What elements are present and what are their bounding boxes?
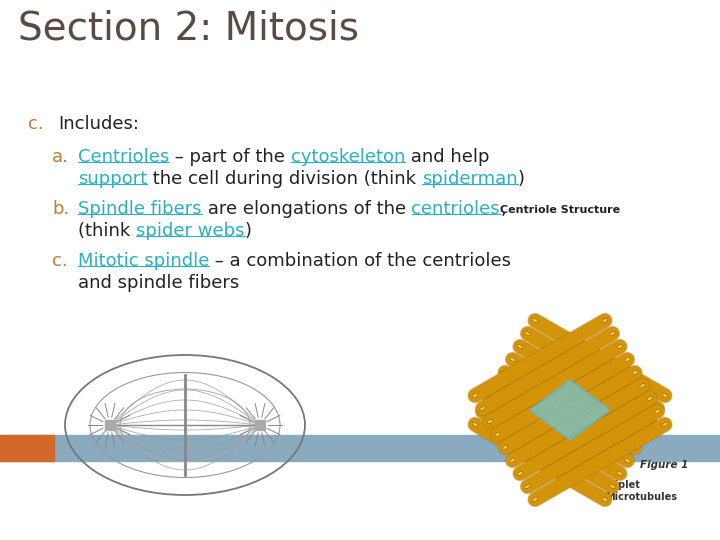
Ellipse shape xyxy=(495,433,500,436)
Ellipse shape xyxy=(625,458,630,462)
Text: Centrioles: Centrioles xyxy=(78,148,169,166)
Text: – part of the: – part of the xyxy=(169,148,291,166)
Ellipse shape xyxy=(525,332,530,335)
Ellipse shape xyxy=(602,319,608,322)
Ellipse shape xyxy=(472,394,478,397)
Text: Spindle fibers: Spindle fibers xyxy=(78,200,202,218)
Bar xyxy=(105,420,115,430)
Text: Figure 1: Figure 1 xyxy=(640,460,688,470)
Ellipse shape xyxy=(602,497,608,502)
Text: (think: (think xyxy=(78,222,136,240)
Ellipse shape xyxy=(503,446,508,449)
Ellipse shape xyxy=(503,370,508,374)
Ellipse shape xyxy=(472,422,478,427)
Bar xyxy=(255,420,265,430)
Ellipse shape xyxy=(625,357,630,361)
Text: Mitotic spindle: Mitotic spindle xyxy=(78,252,210,270)
Text: ): ) xyxy=(518,170,525,188)
Text: c.: c. xyxy=(52,252,68,270)
Ellipse shape xyxy=(510,458,516,462)
Text: c.: c. xyxy=(28,115,44,133)
Text: and spindle fibers: and spindle fibers xyxy=(78,274,239,292)
Polygon shape xyxy=(530,380,610,440)
Ellipse shape xyxy=(532,319,538,322)
Ellipse shape xyxy=(632,370,638,374)
Text: spiderman: spiderman xyxy=(422,170,518,188)
Ellipse shape xyxy=(654,409,660,414)
Ellipse shape xyxy=(654,407,660,410)
Text: Triplet
Microtubules: Triplet Microtubules xyxy=(605,480,677,502)
Ellipse shape xyxy=(487,420,492,423)
Ellipse shape xyxy=(662,422,667,427)
Text: b.: b. xyxy=(52,200,69,218)
Ellipse shape xyxy=(480,407,485,410)
Text: centrioles: centrioles xyxy=(412,200,500,218)
Text: – a combination of the centrioles: – a combination of the centrioles xyxy=(210,252,511,270)
Ellipse shape xyxy=(617,471,623,475)
Ellipse shape xyxy=(640,383,645,388)
Ellipse shape xyxy=(617,345,623,348)
Text: the cell during division (think: the cell during division (think xyxy=(148,170,422,188)
Ellipse shape xyxy=(518,471,523,475)
Bar xyxy=(0,435,54,461)
Ellipse shape xyxy=(487,396,492,401)
Ellipse shape xyxy=(610,332,615,335)
Text: support: support xyxy=(78,170,148,188)
Text: spider webs: spider webs xyxy=(136,222,245,240)
Ellipse shape xyxy=(632,446,638,449)
Ellipse shape xyxy=(480,409,485,414)
Ellipse shape xyxy=(510,357,516,361)
Ellipse shape xyxy=(662,394,667,397)
Text: and help: and help xyxy=(405,148,490,166)
Ellipse shape xyxy=(525,484,530,489)
Text: cytoskeleton: cytoskeleton xyxy=(291,148,405,166)
Ellipse shape xyxy=(518,345,523,348)
Text: a.: a. xyxy=(52,148,69,166)
Bar xyxy=(0,435,720,461)
Ellipse shape xyxy=(495,383,500,388)
Text: are elongations of the: are elongations of the xyxy=(202,200,412,218)
Text: ,: , xyxy=(500,200,506,218)
Text: Section 2: Mitosis: Section 2: Mitosis xyxy=(18,10,359,48)
Text: Includes:: Includes: xyxy=(58,115,139,133)
Ellipse shape xyxy=(640,433,645,436)
Text: ): ) xyxy=(245,222,251,240)
Ellipse shape xyxy=(647,396,652,401)
Ellipse shape xyxy=(532,497,538,502)
Text: Centriole Structure: Centriole Structure xyxy=(500,205,620,215)
Ellipse shape xyxy=(647,420,652,423)
Ellipse shape xyxy=(610,484,615,489)
